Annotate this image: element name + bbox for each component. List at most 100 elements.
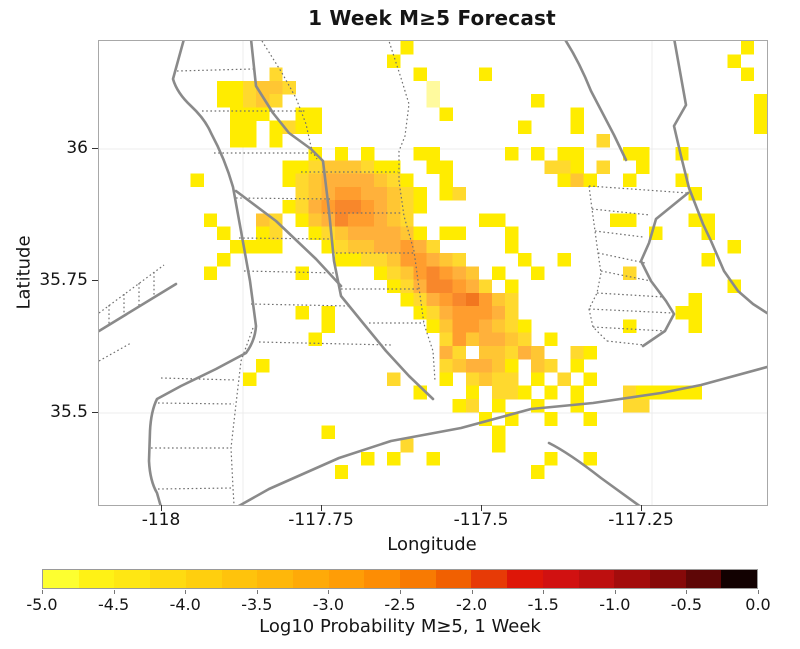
heat-cell [387,160,401,174]
heat-cell [518,345,532,360]
fault-line [99,282,178,333]
heat-cell [505,279,519,294]
heat-cell [295,186,309,201]
colorbar-segment [721,570,758,588]
heat-cell [334,465,349,479]
fault-line [249,41,435,401]
fault-line [547,441,641,505]
heat-cell [413,279,427,294]
heat-cell [347,226,362,241]
heat-cell [334,147,349,161]
dotted-fault-line [250,303,350,307]
heat-cell [282,200,296,214]
heat-cell [570,359,584,373]
plot-area [98,40,768,506]
heat-cell [622,213,637,227]
colorbar-tick-mark [543,590,545,594]
heat-cell [505,345,519,360]
heat-cell [334,200,349,214]
heat-cell [491,372,506,386]
heat-cell [374,266,388,280]
heat-cell [531,372,545,386]
heat-cell [295,120,309,135]
colorbar-tick-label: -1.5 [527,595,559,614]
heat-cell [308,107,322,121]
heat-cell [426,306,440,320]
heat-cell [478,359,493,373]
heat-cell [387,213,401,227]
heat-cell [505,226,519,241]
heat-cell [491,266,506,280]
heat-cell [400,279,414,294]
heat-cell [505,359,519,373]
x-axis-label: Longitude [387,534,477,555]
heat-cell [622,147,637,161]
heat-cell [465,279,480,294]
heat-cell [465,385,480,400]
heat-cell [426,239,440,254]
colorbar-tick-mark [256,590,258,594]
heat-cell [439,332,453,347]
heat-cell [413,200,427,214]
y-tick-label: 36 [66,138,88,158]
heat-cell [426,147,440,161]
dotted-fault-line [594,230,644,238]
heat-cell [321,306,336,320]
dotted-fault-line [99,342,132,362]
colorbar-segment [471,570,508,588]
heat-cell [452,279,467,294]
heat-cell [544,359,558,373]
heat-cell [465,359,480,373]
heat-cell [243,107,257,121]
colorbar-segment [542,570,579,588]
heat-cell [439,253,453,267]
heat-cell [413,67,427,82]
heat-cell [216,80,231,95]
heat-cell [387,266,401,280]
heat-cell [400,239,414,254]
heat-cell [203,266,218,280]
heat-cell [518,332,532,347]
heat-cell [753,107,767,121]
heat-cell [413,147,427,161]
heat-cell [347,239,362,254]
dotted-fault-line [588,185,689,194]
heat-cell [308,186,322,201]
heat-cell [505,147,519,161]
heat-cell [426,266,440,280]
heat-cell [256,226,270,241]
heat-cell [439,319,453,333]
heat-cell [478,279,493,294]
x-tick-mark [161,505,162,511]
heat-cell [622,173,637,188]
heat-cell [531,94,545,108]
heat-cell [347,200,362,214]
heat-cell [636,398,650,413]
heat-cell [518,253,532,267]
heat-cell [400,292,414,307]
heat-cell [308,200,322,214]
heat-cell [491,359,506,373]
dotted-fault-line [243,270,337,274]
fault-line [564,41,628,162]
heat-cell [334,213,349,227]
heat-cell [295,160,309,174]
heat-cell [203,213,218,227]
heat-cell [465,266,480,280]
heat-cell [308,332,322,347]
heat-cell [439,266,453,280]
colorbar-segment [221,570,258,588]
heat-cell [557,253,571,267]
heat-cell [426,253,440,267]
heat-cell [465,292,480,307]
heat-cell [413,292,427,307]
chart-title: 1 Week M≥5 Forecast [308,6,556,30]
dotted-fault-line [157,402,235,405]
heat-cell [570,147,584,161]
heat-cell [308,120,322,135]
dotted-fault-line [600,270,652,282]
heat-cell [360,226,375,241]
colorbar-segment [400,570,436,588]
heat-cell [334,173,349,188]
heat-cell [256,107,270,121]
